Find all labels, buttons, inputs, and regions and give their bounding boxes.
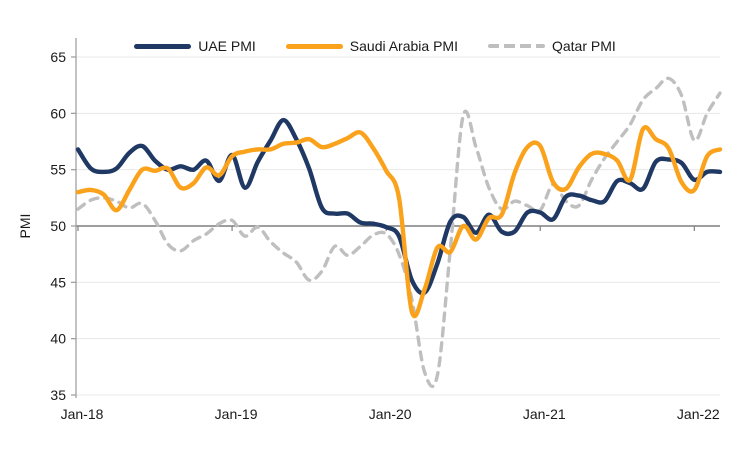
- qatar-line-swatch: [487, 44, 545, 48]
- y-tick-label-40: 40: [50, 331, 66, 347]
- saudi-line-swatch: [285, 43, 343, 49]
- x-tick-label-Jan-20: Jan-20: [369, 406, 412, 422]
- legend-item-uae: UAE PMI: [134, 39, 256, 53]
- y-tick-label-50: 50: [50, 218, 66, 234]
- y-tick-label-45: 45: [50, 274, 66, 290]
- legend-label-uae: UAE PMI: [198, 38, 256, 54]
- y-tick-label-35: 35: [50, 387, 66, 403]
- chart-legend: UAE PMI Saudi Arabia PMI Qatar PMI: [0, 36, 750, 56]
- y-tick-label-55: 55: [50, 162, 66, 178]
- y-tick-label-65: 65: [50, 49, 66, 65]
- series-line-uae-pmi: [75, 117, 723, 296]
- series-line-saudi-arabia-pmi: [75, 125, 723, 319]
- x-tick-label-Jan-22: Jan-22: [677, 406, 720, 422]
- x-tick-label-Jan-19: Jan-19: [215, 406, 258, 422]
- x-tick-label-Jan-18: Jan-18: [61, 406, 104, 422]
- legend-item-saudi: Saudi Arabia PMI: [285, 38, 458, 54]
- series-line-qatar-pmi: [76, 76, 722, 389]
- x-tick-label-Jan-21: Jan-21: [523, 406, 566, 422]
- uae-line-swatch: [134, 43, 192, 49]
- legend-item-qatar: Qatar PMI: [487, 38, 616, 54]
- y-tick-label-60: 60: [50, 105, 66, 121]
- legend-label-saudi: Saudi Arabia PMI: [349, 38, 458, 54]
- legend-label-qatar: Qatar PMI: [551, 38, 616, 54]
